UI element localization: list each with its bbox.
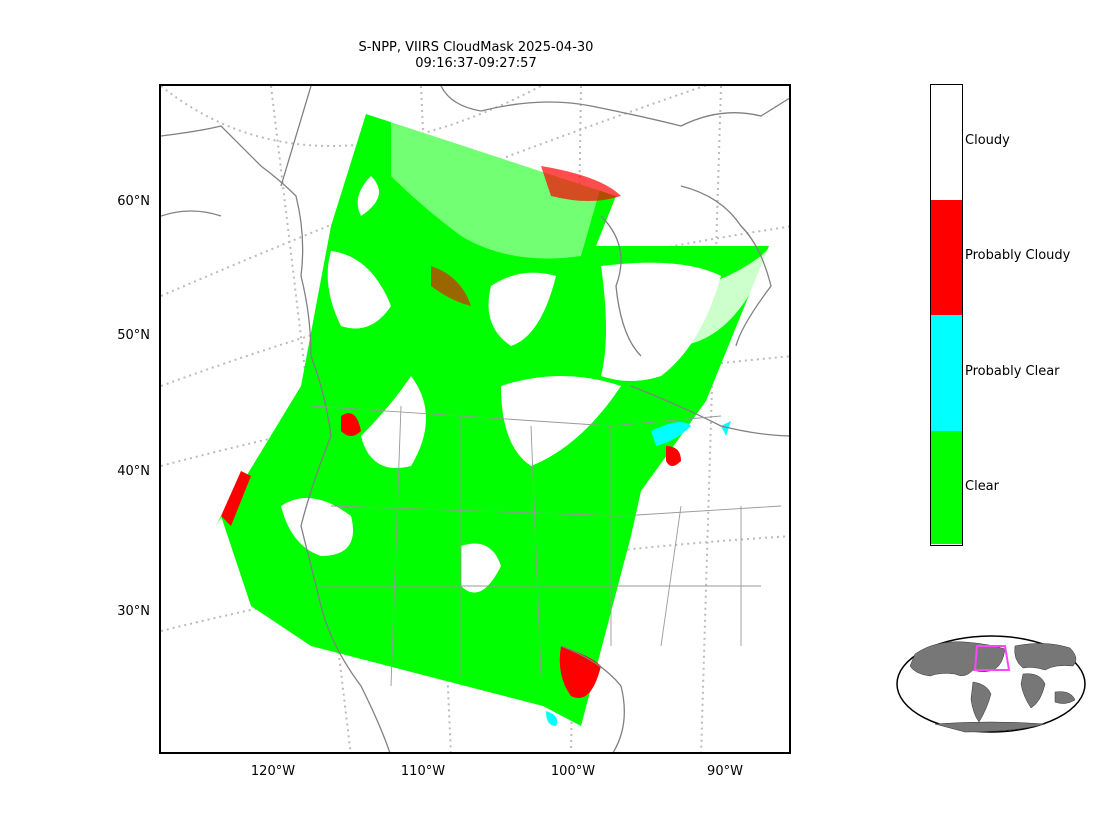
lat-label-30n: 30°N: [117, 604, 150, 619]
lon-label-100w: 100°W: [550, 764, 596, 779]
title-line-2: 09:16:37-09:27:57: [415, 56, 537, 71]
lon-label-120w: 120°W: [250, 764, 296, 779]
cloudmask-swath: [216, 114, 771, 726]
map-panel: [159, 84, 791, 754]
colorbar-label-clear: Clear: [965, 479, 999, 494]
inset-swath-outline: [973, 645, 1011, 671]
map-title: S-NPP, VIIRS CloudMask 2025-04-30 09:16:…: [160, 40, 792, 72]
colorbar-probably-clear: [931, 315, 962, 431]
lat-label-50n: 50°N: [117, 328, 150, 343]
colorbar-probably-cloudy: [931, 200, 962, 315]
colorbar-label-probably-cloudy: Probably Cloudy: [965, 248, 1071, 263]
inset-land: [909, 641, 1077, 733]
inset-world-map: [896, 635, 1086, 733]
colorbar-label-probably-clear: Probably Clear: [965, 364, 1060, 379]
lat-label-60n: 60°N: [117, 194, 150, 209]
map-svg: [161, 86, 789, 752]
lon-label-110w: 110°W: [400, 764, 446, 779]
lat-label-40n: 40°N: [117, 464, 150, 479]
colorbar: [930, 84, 963, 546]
colorbar-label-cloudy: Cloudy: [965, 133, 1010, 148]
title-line-1: S-NPP, VIIRS CloudMask 2025-04-30: [358, 40, 594, 55]
state-borders: [310, 405, 782, 687]
colorbar-cloudy: [931, 85, 962, 200]
colorbar-clear: [931, 431, 962, 544]
lon-label-90w: 90°W: [707, 764, 743, 779]
coastlines: [161, 86, 789, 752]
